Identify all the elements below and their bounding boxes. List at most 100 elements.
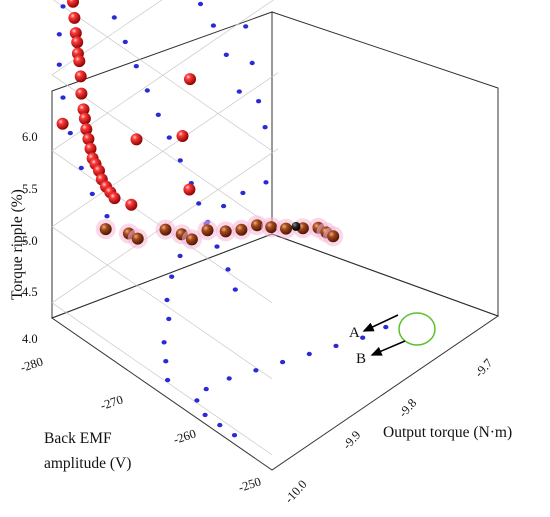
x-tick-label: -9.7	[472, 356, 496, 380]
annotation-b: B	[356, 351, 366, 367]
projection-point	[214, 244, 220, 249]
projection-point	[122, 39, 128, 45]
projection-point	[256, 99, 262, 104]
solution-point	[75, 87, 88, 100]
pareto-point	[99, 223, 112, 236]
projection-point	[226, 376, 232, 381]
y-axis-title: amplitude (V)	[44, 455, 131, 472]
projection-point	[56, 62, 62, 67]
solution-point	[84, 142, 97, 155]
pareto-point	[327, 230, 340, 243]
projection-point	[202, 412, 208, 418]
solution-point	[56, 117, 69, 130]
solution-point	[73, 55, 86, 68]
projection-point	[89, 191, 95, 197]
z-tick-label: 4.5	[22, 285, 38, 299]
y-tick-label: -250	[237, 474, 263, 494]
solution-point	[74, 70, 87, 83]
projection-point	[166, 135, 172, 140]
projection-point	[60, 4, 66, 9]
solution-point	[176, 130, 189, 142]
projection-point	[221, 203, 227, 209]
solution-point	[82, 133, 95, 145]
solution-point	[77, 103, 90, 116]
pareto-point	[280, 222, 292, 235]
projection-point	[196, 201, 202, 206]
solution-point	[68, 11, 81, 24]
projection-point	[243, 24, 249, 29]
projection-point	[78, 165, 84, 171]
projection-point	[197, 1, 204, 7]
pareto-point	[219, 225, 232, 238]
pareto-point	[185, 233, 198, 246]
pareto-point	[159, 223, 172, 236]
pareto-point	[265, 221, 278, 234]
solution-point	[108, 192, 121, 205]
grid-line	[51, 226, 273, 380]
z-tick-label: 4.0	[22, 332, 38, 346]
y-tick-label: -280	[19, 354, 45, 374]
projection-point	[249, 60, 255, 66]
grid-line	[51, 74, 273, 228]
projection-point	[333, 343, 339, 349]
projection-point	[383, 324, 389, 330]
arrow-b	[370, 340, 406, 356]
projection-point	[203, 386, 209, 392]
projection-point	[240, 190, 246, 196]
projection-point	[225, 267, 231, 272]
grid-line	[51, 0, 163, 76]
solution-point	[130, 133, 143, 146]
projection-point	[56, 32, 62, 37]
projection-point	[133, 63, 139, 69]
projection-point	[280, 359, 286, 365]
projection-point	[262, 125, 268, 130]
projection-point	[223, 52, 229, 57]
solution-point	[71, 36, 84, 49]
projection-point	[161, 340, 167, 345]
z-tick-label: 6.0	[22, 130, 38, 144]
z-tick-label: 5.0	[22, 234, 38, 248]
y-axis-title: Back EMF	[44, 430, 112, 447]
y-tick-label: -270	[99, 392, 125, 412]
projection-point	[60, 95, 66, 100]
projection-point	[177, 158, 183, 163]
annotation-layer: A B	[349, 312, 436, 367]
projection-point	[232, 287, 238, 292]
solution-point	[69, 27, 82, 40]
solution-point	[67, 0, 79, 8]
projection-point	[111, 15, 117, 20]
projection-point	[194, 398, 200, 403]
back-right-wall	[271, 11, 499, 317]
pareto-point	[235, 223, 248, 236]
y-tick-label: -260	[172, 426, 198, 446]
projection-point	[236, 89, 242, 94]
projection-point	[306, 351, 312, 357]
z-tick-label: 5.5	[22, 182, 38, 196]
projection-point	[231, 433, 238, 438]
projection-point	[144, 88, 150, 93]
projection-point	[169, 274, 175, 279]
floor-plane	[50, 233, 500, 471]
projection-point	[164, 297, 170, 303]
solution-point	[183, 183, 196, 196]
solution-point	[125, 198, 138, 211]
grid-line	[53, 0, 273, 152]
pareto-point	[251, 219, 263, 232]
annotation-a: A	[349, 325, 360, 341]
solution-point	[80, 123, 93, 136]
x-axis: -9.7 -9.8 -9.9 -10.0 Output torque (N·m)	[282, 356, 512, 506]
projection-point	[155, 112, 161, 118]
grid-line	[51, 72, 279, 228]
highlight-circle	[398, 312, 436, 346]
x-tick-label: -9.9	[340, 428, 364, 452]
projection-point	[210, 23, 216, 28]
data-points	[56, 0, 389, 438]
z-axis: 4.0 4.5 5.0 5.5 6.0 Torque ripple (%)	[9, 130, 38, 346]
back-left-wall	[51, 11, 273, 319]
selected-point-a	[291, 221, 301, 231]
projection-point	[163, 359, 169, 364]
grid-line	[51, 302, 273, 456]
solution-point	[78, 112, 91, 125]
projection-point	[67, 130, 73, 136]
